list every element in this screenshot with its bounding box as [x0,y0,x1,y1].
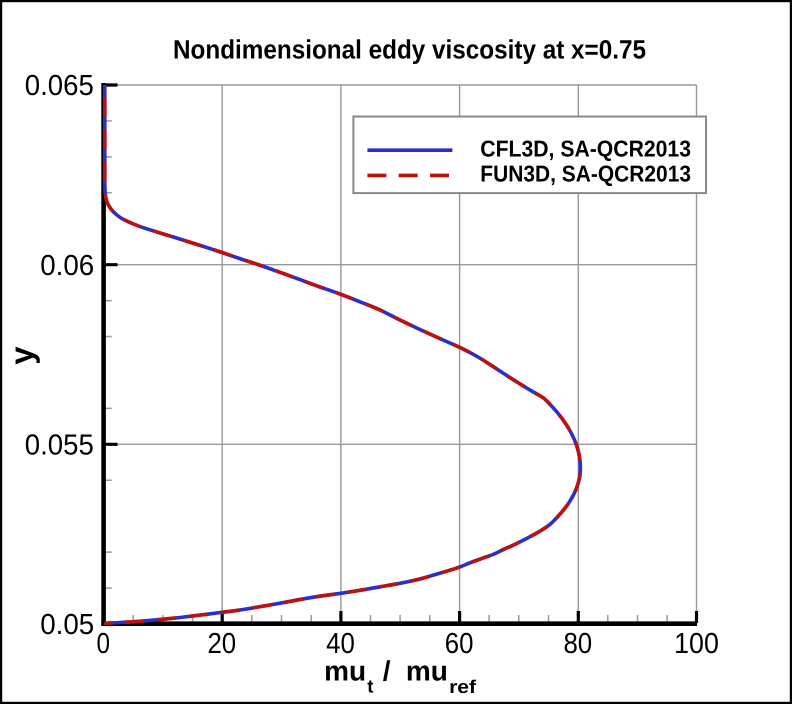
svg-text:0.05: 0.05 [40,609,94,641]
svg-text:0.06: 0.06 [40,250,94,282]
svg-text:80: 80 [563,628,592,660]
svg-text:20: 20 [207,628,236,660]
svg-text:y: y [3,346,40,365]
svg-text:CFL3D, SA-QCR2013: CFL3D, SA-QCR2013 [480,135,691,161]
svg-text:0: 0 [96,628,110,660]
svg-text:ref: ref [449,676,477,697]
svg-text:/: / [383,656,391,687]
svg-text:t: t [367,676,373,697]
svg-text:60: 60 [445,628,474,660]
svg-text:FUN3D, SA-QCR2013: FUN3D, SA-QCR2013 [480,161,691,187]
svg-text:0.055: 0.055 [25,429,94,461]
svg-text:mu: mu [324,656,366,687]
svg-text:40: 40 [326,628,355,660]
svg-text:100: 100 [674,628,719,660]
svg-text:mu: mu [406,656,448,687]
svg-text:0.065: 0.065 [25,70,94,102]
svg-text:Nondimensional eddy viscosity: Nondimensional eddy viscosity at x=0.75 [173,35,646,65]
